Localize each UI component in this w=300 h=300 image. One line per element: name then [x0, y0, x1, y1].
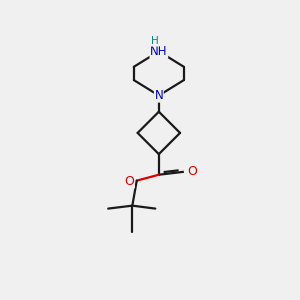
- Text: NH: NH: [150, 45, 168, 58]
- Text: H: H: [152, 36, 159, 46]
- Text: N: N: [154, 89, 163, 102]
- Text: O: O: [124, 175, 134, 188]
- Text: O: O: [187, 165, 197, 178]
